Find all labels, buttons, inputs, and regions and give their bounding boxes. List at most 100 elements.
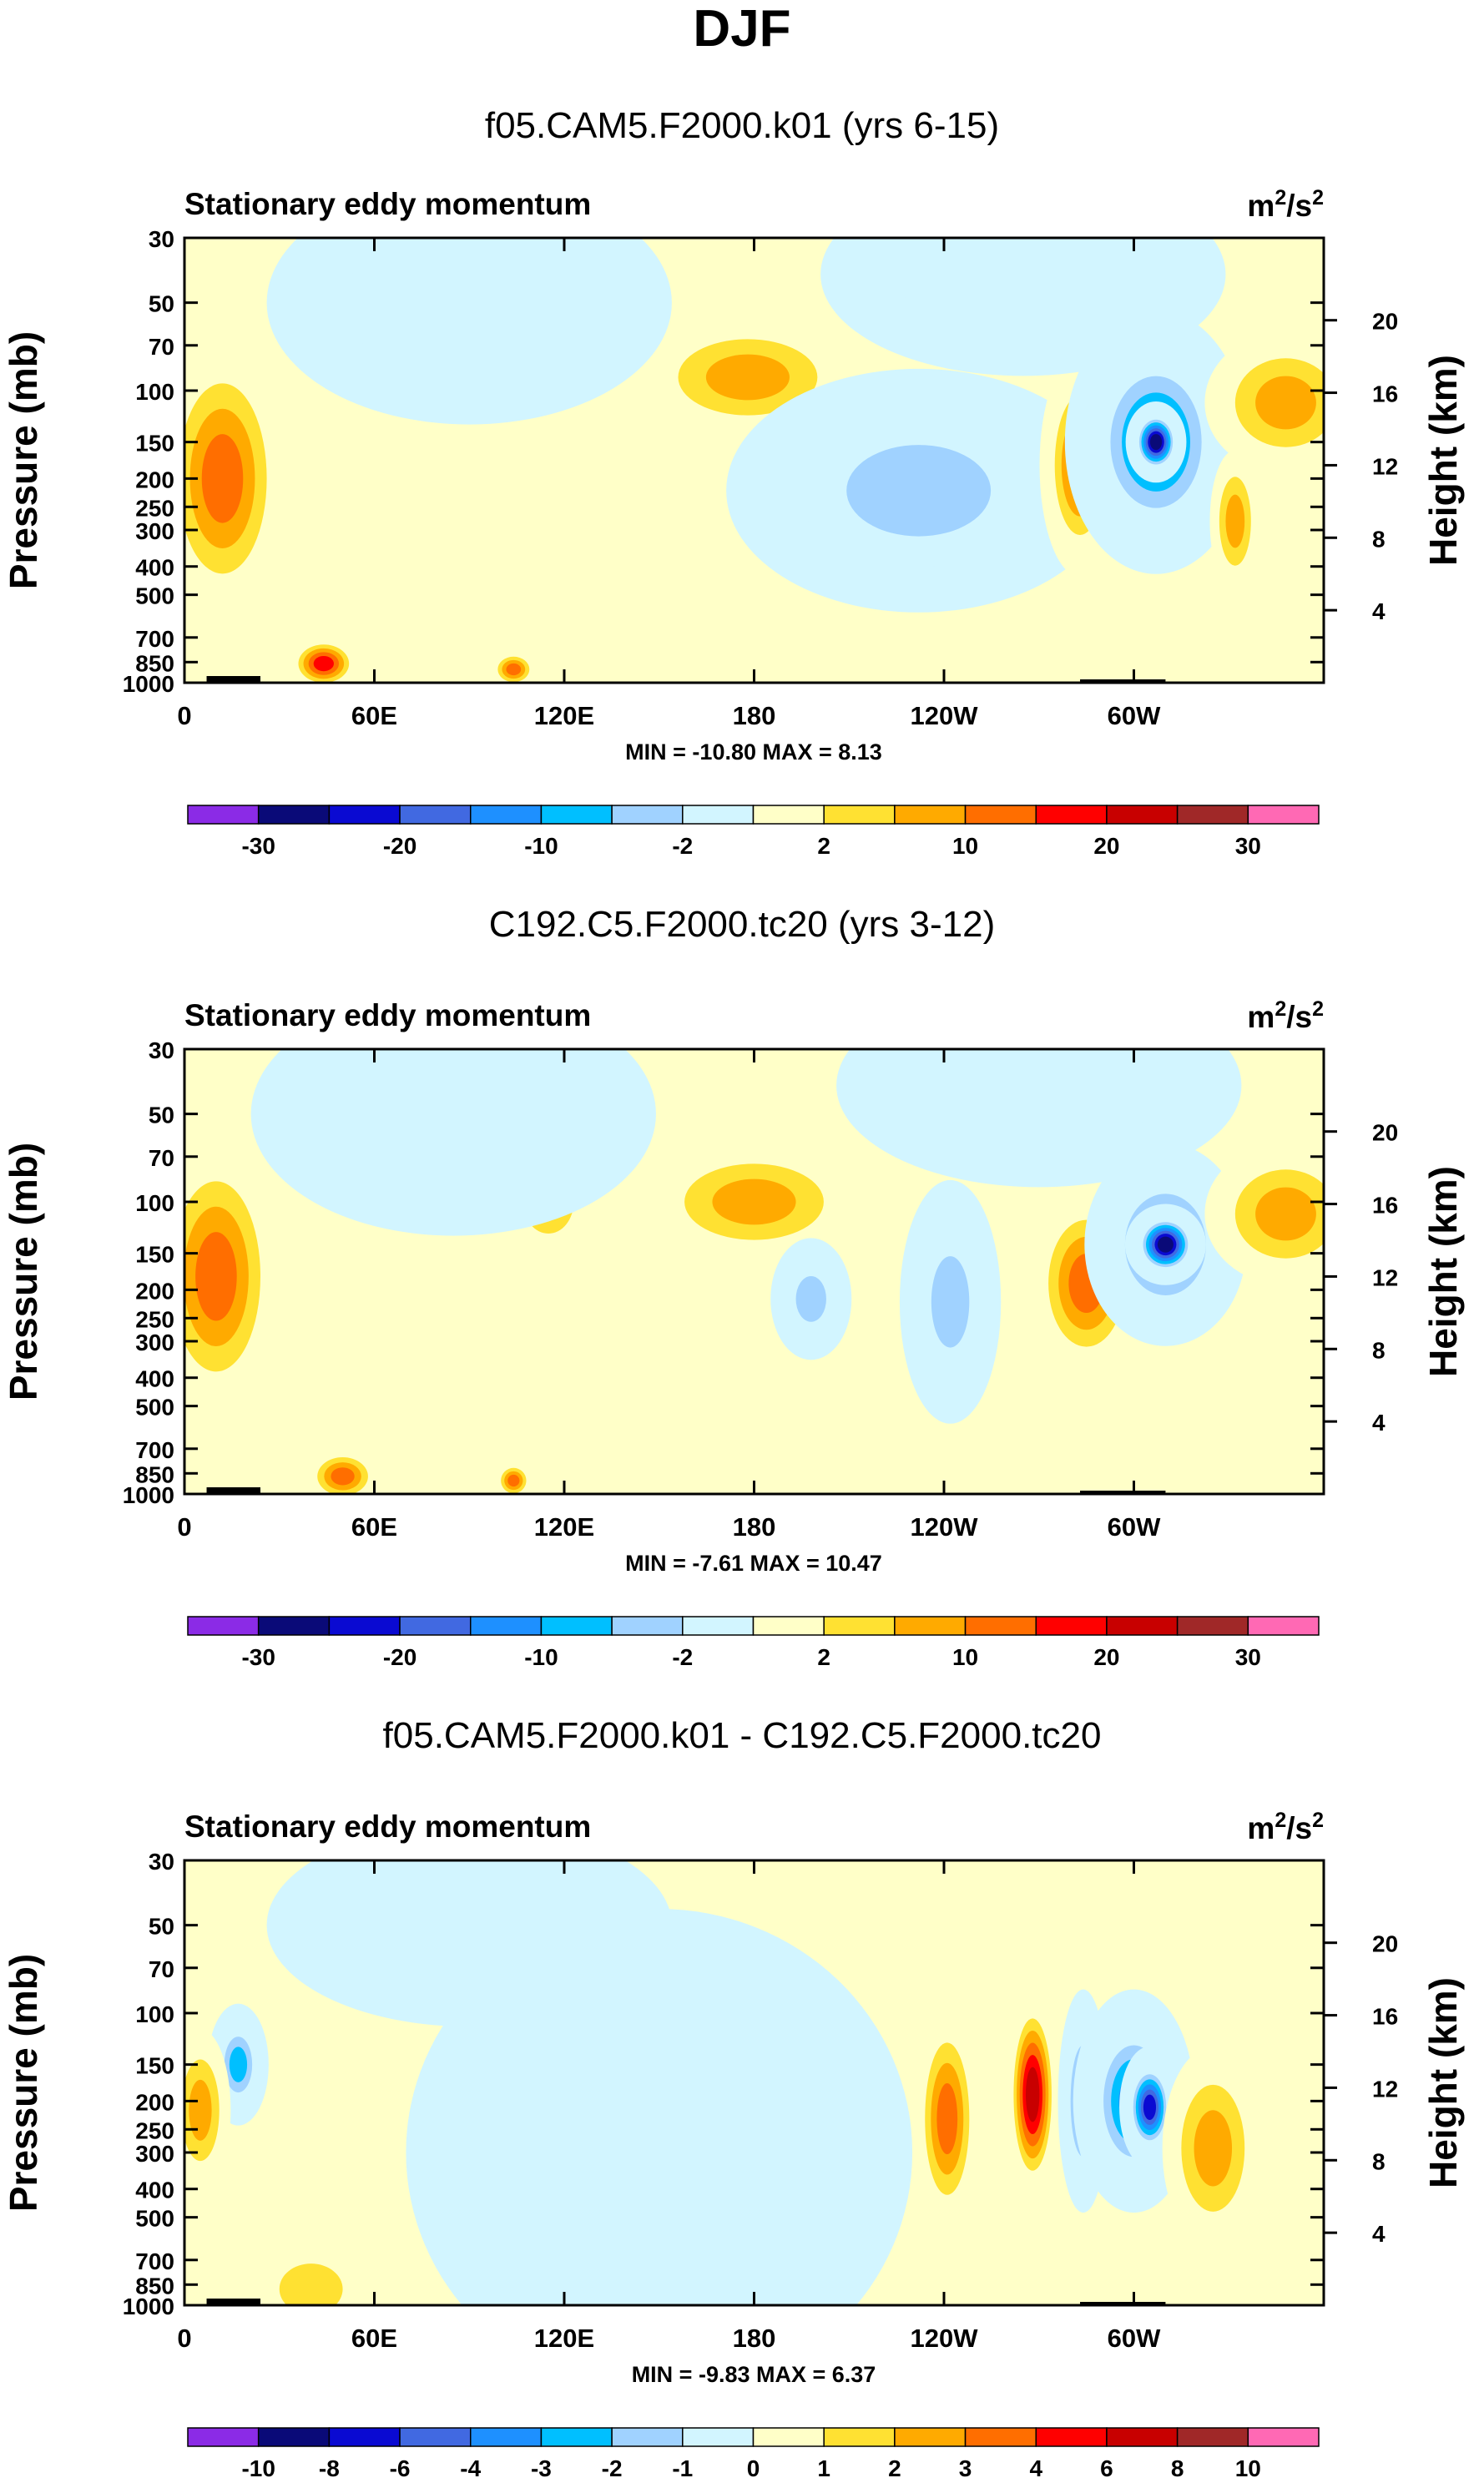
- y-tick-label: 400: [135, 2178, 174, 2203]
- x-tick-label: 60E: [351, 1512, 397, 1542]
- colorbar-box: [1035, 1616, 1108, 1636]
- y-tick-label: 850: [135, 1461, 174, 1487]
- min-max-label: MIN = -10.80 MAX = 8.13: [625, 739, 882, 765]
- y-tick-label: 250: [135, 1306, 174, 1332]
- height-tick-label: 4: [1372, 1410, 1386, 1436]
- contour-blob-11: [493, 1460, 534, 1494]
- y-tick-label: 250: [135, 2117, 174, 2143]
- contour-blob-1: [184, 1124, 287, 1429]
- colorbar-box: [187, 805, 260, 825]
- y-tick-label: 200: [135, 2089, 174, 2115]
- y-tick-label: 70: [149, 1145, 174, 1171]
- x-tick-label: 60W: [1108, 1512, 1161, 1542]
- colorbar-box: [611, 805, 684, 825]
- colorbar-box: [752, 2427, 825, 2447]
- y-tick-label: 30: [149, 1849, 174, 1875]
- height-tick-label: 8: [1372, 1337, 1386, 1363]
- height-tick-label: 12: [1372, 453, 1398, 479]
- colorbar-box: [894, 1616, 967, 1636]
- contour-blob-9: [1162, 2046, 1264, 2250]
- y-tick-label: 700: [135, 626, 174, 652]
- y-tick-label: 700: [135, 2248, 174, 2274]
- colorbar-box: [1247, 805, 1320, 825]
- colorbar-box: [328, 2427, 401, 2447]
- colorbar-label: -3: [531, 2455, 552, 2481]
- colorbar-label: -20: [383, 1644, 416, 1670]
- colorbar-box: [964, 1616, 1037, 1636]
- contour-blob-4: [770, 1238, 852, 1360]
- x-tick-label: 0: [177, 701, 191, 730]
- panel-title: f05.CAM5.F2000.k01 (yrs 6-15): [485, 105, 999, 146]
- colorbar-box: [682, 805, 755, 825]
- colorbar-label: 10: [1235, 2455, 1261, 2481]
- height-tick-label: 16: [1372, 1193, 1398, 1219]
- colorbar-label: 6: [1100, 2455, 1113, 2481]
- y-tick-label: 700: [135, 1437, 174, 1463]
- colorbar-label: -1: [672, 2455, 693, 2481]
- y-tick-label: 100: [135, 379, 174, 405]
- topography-mark: [206, 676, 260, 683]
- colorbar-box: [328, 1616, 401, 1636]
- x-tick-label: 180: [733, 1512, 776, 1542]
- colorbar-box: [540, 1616, 613, 1636]
- height-tick-label: 16: [1372, 381, 1398, 407]
- topography-mark: [1080, 1491, 1166, 1494]
- panels-group: f05.CAM5.F2000.k01 (yrs 6-15) Stationary …: [2, 105, 1465, 2481]
- y-tick-label: 150: [135, 431, 174, 457]
- contour-blob-12: [266, 1860, 672, 2027]
- colorbar-box: [1106, 2427, 1179, 2447]
- colorbar-box: [823, 1616, 896, 1636]
- colorbar-box: [257, 2427, 331, 2447]
- y-axis-right-label: Height (km): [1421, 1977, 1465, 2188]
- colorbar-box: [752, 1616, 825, 1636]
- colorbar-box: [399, 1616, 472, 1636]
- x-tick-label: 180: [733, 2324, 776, 2353]
- colorbar-box: [187, 2427, 260, 2447]
- colorbar-label: 2: [817, 833, 830, 859]
- colorbar-box: [682, 1616, 755, 1636]
- colorbar-box: [399, 2427, 472, 2447]
- colorbar-label: 0: [747, 2455, 760, 2481]
- y-tick-label: 850: [135, 2273, 174, 2299]
- y-axis-right-label: Height (km): [1421, 1166, 1465, 1377]
- colorbar-box: [1106, 1616, 1179, 1636]
- contour-blob-9: [1204, 1143, 1324, 1285]
- y-tick-label: 300: [135, 1330, 174, 1355]
- colorbar-label: 1: [817, 2455, 830, 2481]
- height-tick-label: 20: [1372, 1931, 1398, 1957]
- y-tick-label: 100: [135, 1190, 174, 1216]
- y-tick-label: 250: [135, 495, 174, 521]
- height-tick-label: 20: [1372, 309, 1398, 335]
- contour-blob-10: [302, 1446, 384, 1494]
- y-tick-label: 500: [135, 1395, 174, 1421]
- y-tick-label: 70: [149, 334, 174, 360]
- y-tick-label: 400: [135, 555, 174, 581]
- colorbar-label: 20: [1093, 1644, 1119, 1670]
- topography-mark: [1080, 2302, 1166, 2305]
- units-label: m2/s2: [1247, 186, 1324, 223]
- topography-mark: [206, 2299, 260, 2305]
- colorbar-box: [823, 805, 896, 825]
- colorbar-label: -10: [524, 833, 558, 859]
- colorbar-label: 3: [959, 2455, 972, 2481]
- y-tick-label: 500: [135, 2206, 174, 2232]
- y-axis-label: Pressure (mb): [2, 1143, 45, 1400]
- contour-blob-1: [184, 326, 294, 631]
- y-tick-label: 50: [149, 291, 174, 317]
- chart-panel-3: f05.CAM5.F2000.k01 - C192.C5.F2000.tc20 S…: [2, 1715, 1465, 2481]
- page-title: DJF: [693, 0, 790, 58]
- x-tick-label: 0: [177, 1512, 191, 1542]
- colorbar-label: -6: [390, 2455, 411, 2481]
- panel-left-string: Stationary eddy momentum: [184, 187, 591, 221]
- chart-panel-1: f05.CAM5.F2000.k01 (yrs 6-15) Stationary …: [2, 105, 1465, 859]
- x-tick-label: 60W: [1108, 2324, 1161, 2353]
- colorbar-box: [1176, 2427, 1249, 2447]
- y-tick-label: 100: [135, 2001, 174, 2027]
- colorbar-label: -30: [241, 1644, 275, 1670]
- contour-blob-8: [1124, 1204, 1206, 1285]
- y-tick-label: 500: [135, 583, 174, 609]
- panel-left-string: Stationary eddy momentum: [184, 1809, 591, 1844]
- colorbar-box: [328, 805, 401, 825]
- min-max-label: MIN = -9.83 MAX = 6.37: [632, 2362, 876, 2387]
- contour-blob-11: [266, 238, 672, 425]
